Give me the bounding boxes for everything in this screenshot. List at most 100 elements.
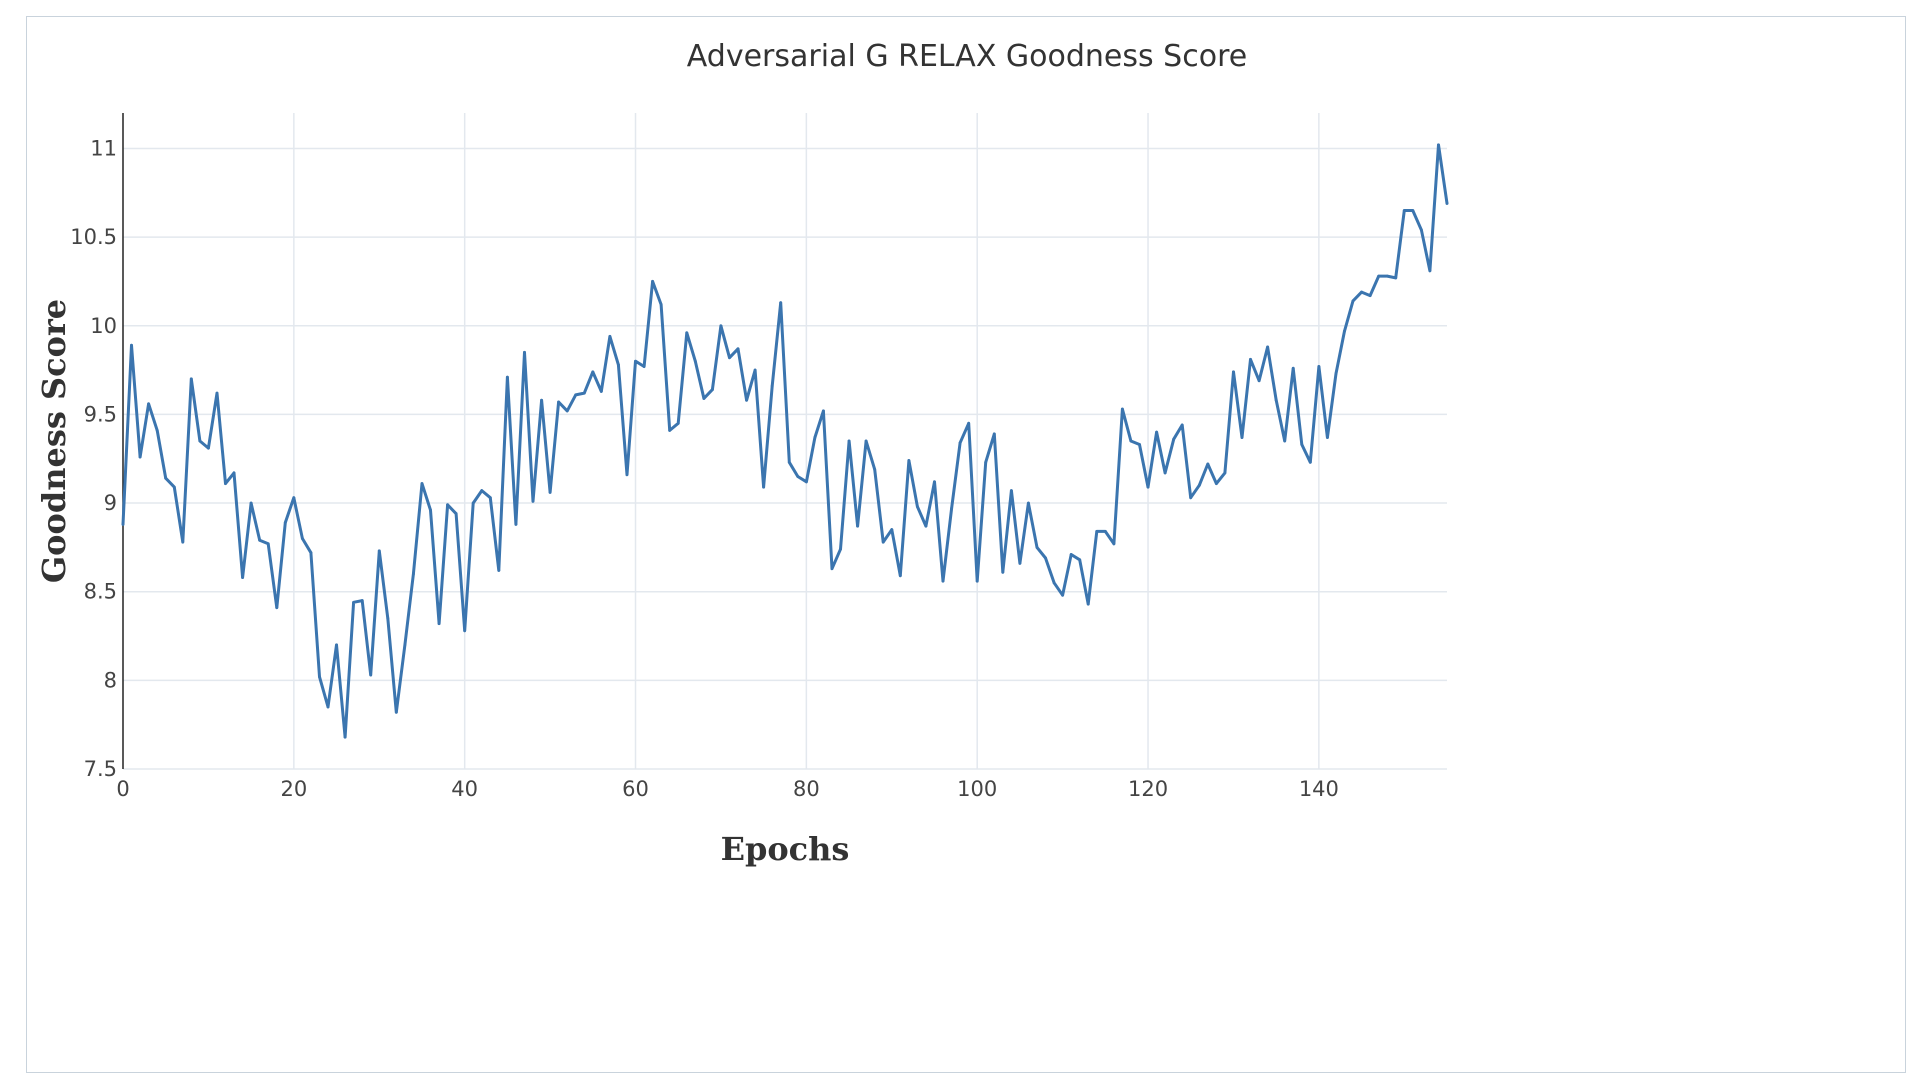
data-point bbox=[224, 482, 227, 485]
data-point bbox=[1044, 556, 1047, 560]
x-tick-label: 120 bbox=[1128, 777, 1168, 801]
data-point bbox=[1411, 209, 1415, 212]
data-point bbox=[557, 400, 561, 404]
data-point bbox=[1240, 436, 1244, 439]
data-point bbox=[343, 735, 347, 739]
data-point bbox=[830, 567, 834, 571]
data-point bbox=[1069, 553, 1073, 556]
data-point bbox=[241, 576, 244, 579]
data-point bbox=[215, 391, 219, 395]
y-tick-label: 9 bbox=[104, 491, 117, 515]
data-point bbox=[300, 537, 304, 540]
data-point bbox=[189, 377, 193, 381]
chart-title: Adversarial G RELAX Goodness Score bbox=[687, 39, 1247, 74]
data-point bbox=[1172, 437, 1176, 441]
data-point bbox=[437, 622, 441, 626]
data-point bbox=[352, 600, 356, 604]
data-point bbox=[702, 397, 706, 400]
data-point bbox=[258, 538, 262, 542]
data-point bbox=[745, 398, 748, 402]
data-point bbox=[394, 710, 398, 714]
data-point bbox=[497, 569, 501, 572]
x-tick-label: 80 bbox=[793, 777, 820, 801]
data-point bbox=[736, 347, 740, 351]
data-point bbox=[676, 421, 680, 425]
data-point bbox=[617, 363, 620, 367]
data-point bbox=[1095, 530, 1099, 533]
data-point bbox=[796, 475, 800, 478]
data-point bbox=[762, 485, 766, 489]
data-point bbox=[1138, 443, 1141, 446]
data-point bbox=[873, 467, 877, 471]
data-point bbox=[1009, 489, 1013, 493]
data-point bbox=[1027, 501, 1030, 505]
data-point bbox=[1343, 329, 1346, 333]
data-point bbox=[1155, 430, 1158, 434]
data-point bbox=[608, 334, 612, 338]
data-point bbox=[121, 522, 125, 526]
data-point bbox=[1428, 269, 1432, 273]
data-point bbox=[198, 439, 202, 443]
data-point bbox=[625, 473, 629, 477]
data-point bbox=[651, 280, 654, 283]
data-point bbox=[1103, 530, 1107, 533]
data-point bbox=[770, 384, 774, 388]
x-gridlines bbox=[293, 113, 1320, 769]
data-point bbox=[916, 505, 919, 508]
data-point bbox=[779, 301, 783, 305]
data-point bbox=[147, 402, 151, 406]
data-point bbox=[531, 499, 535, 503]
y-tick-labels: 7.5 8 8.5 9 9.5 10 10.5 11 bbox=[70, 136, 117, 781]
data-point bbox=[1334, 372, 1338, 376]
data-point bbox=[941, 579, 945, 583]
data-point bbox=[523, 350, 526, 354]
data-point bbox=[864, 439, 868, 443]
data-point bbox=[591, 370, 595, 374]
x-tick-labels: 0 20 40 60 80 100 120 140 bbox=[116, 777, 1339, 801]
data-point bbox=[181, 540, 185, 544]
data-point bbox=[1232, 370, 1235, 374]
data-point bbox=[753, 368, 757, 372]
data-point bbox=[155, 428, 159, 432]
data-point bbox=[1266, 345, 1270, 349]
y-tick-label: 7.5 bbox=[84, 757, 117, 781]
data-point bbox=[984, 460, 988, 464]
data-point bbox=[659, 303, 663, 306]
data-point bbox=[326, 705, 330, 709]
data-point bbox=[1001, 570, 1005, 574]
data-point bbox=[642, 365, 646, 368]
data-point bbox=[164, 476, 168, 480]
data-point bbox=[1018, 561, 1022, 565]
data-point bbox=[1129, 439, 1133, 443]
data-point bbox=[386, 616, 390, 620]
x-tick-label: 20 bbox=[280, 777, 307, 801]
data-point bbox=[1308, 460, 1312, 464]
data-point bbox=[1121, 407, 1124, 411]
data-point bbox=[668, 428, 672, 432]
data-point bbox=[249, 501, 253, 505]
data-point bbox=[335, 643, 338, 647]
data-point bbox=[1437, 143, 1440, 147]
data-point bbox=[710, 388, 714, 391]
data-point bbox=[369, 673, 373, 677]
data-point bbox=[420, 482, 424, 485]
data-point bbox=[1274, 398, 1278, 402]
data-point bbox=[924, 524, 928, 528]
data-point bbox=[548, 491, 552, 494]
data-point bbox=[975, 579, 979, 583]
data-point bbox=[377, 549, 381, 553]
data-point bbox=[1317, 365, 1321, 368]
data-point bbox=[1394, 276, 1398, 280]
x-tick-label: 0 bbox=[116, 777, 129, 801]
data-point bbox=[505, 375, 509, 379]
data-point bbox=[454, 512, 458, 516]
data-point bbox=[318, 675, 321, 679]
data-point bbox=[309, 551, 313, 555]
data-point bbox=[1078, 558, 1082, 562]
data-point bbox=[574, 393, 578, 397]
y-axis-title: Goodness Score bbox=[35, 299, 73, 583]
data-point bbox=[446, 503, 449, 507]
data-point bbox=[292, 496, 296, 500]
data-point bbox=[1360, 290, 1363, 294]
y-tick-label: 10.5 bbox=[70, 225, 117, 249]
